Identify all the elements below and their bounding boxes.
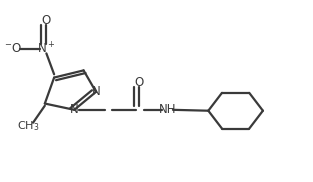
Text: O: O — [42, 14, 51, 27]
Text: NH: NH — [159, 103, 176, 116]
Text: O: O — [135, 76, 144, 89]
Text: CH$_3$: CH$_3$ — [17, 119, 39, 133]
Text: N: N — [70, 103, 79, 116]
Text: $^{-}$O: $^{-}$O — [4, 42, 22, 55]
Text: N: N — [92, 85, 100, 98]
Text: N$^+$: N$^+$ — [37, 41, 56, 57]
